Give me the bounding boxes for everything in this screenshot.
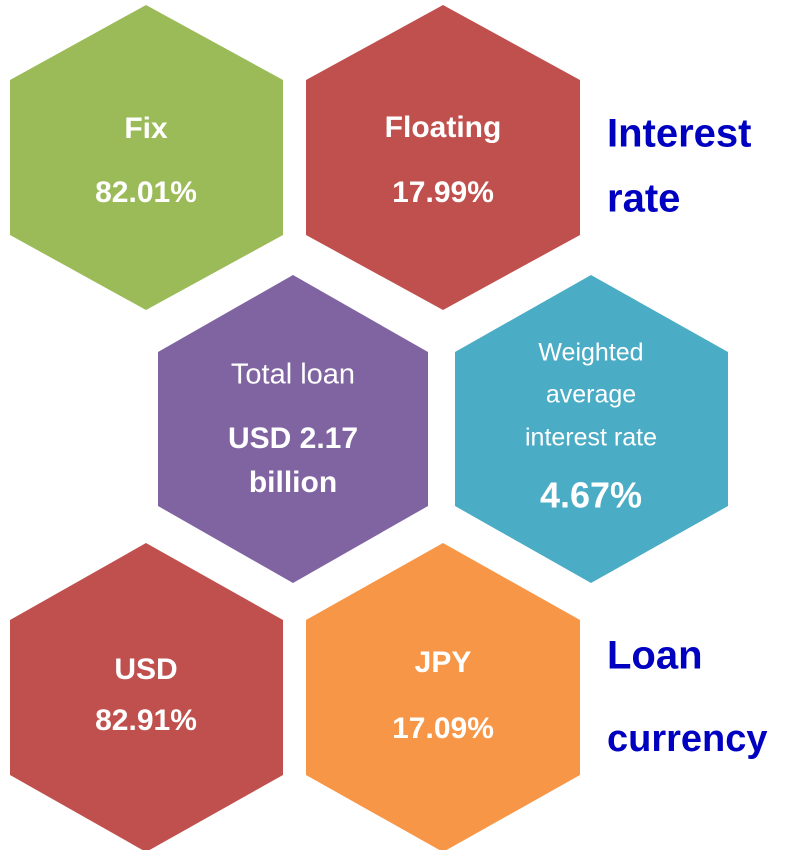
hexagon [158,275,428,583]
hex-label: Floating [385,111,502,144]
hex-label: JPY [415,646,472,679]
hex-label: Weighted [538,339,643,367]
hex-value: USD 2.17 [228,422,358,455]
hex-value: 17.09% [392,712,494,745]
hex-value: billion [249,466,337,499]
hex-value: 82.01% [95,176,197,209]
hex-value: 82.91% [95,704,197,737]
hex-value: 4.67% [540,475,642,516]
hexagon [455,275,728,583]
hex-label: USD [114,653,177,686]
side-label: rate [607,177,680,221]
hexagon [306,5,580,310]
hex-label: average [546,381,636,409]
hex-label: Fix [124,112,168,145]
hexagon [10,543,283,850]
hex-label: Total loan [231,359,355,391]
hex-label: interest rate [525,424,657,452]
side-label: Loan [607,634,703,678]
hexagon [10,5,283,310]
hexagon [306,543,580,850]
hex-value: 17.99% [392,176,494,209]
side-label: currency [607,718,768,760]
side-label: Interest [607,112,752,156]
